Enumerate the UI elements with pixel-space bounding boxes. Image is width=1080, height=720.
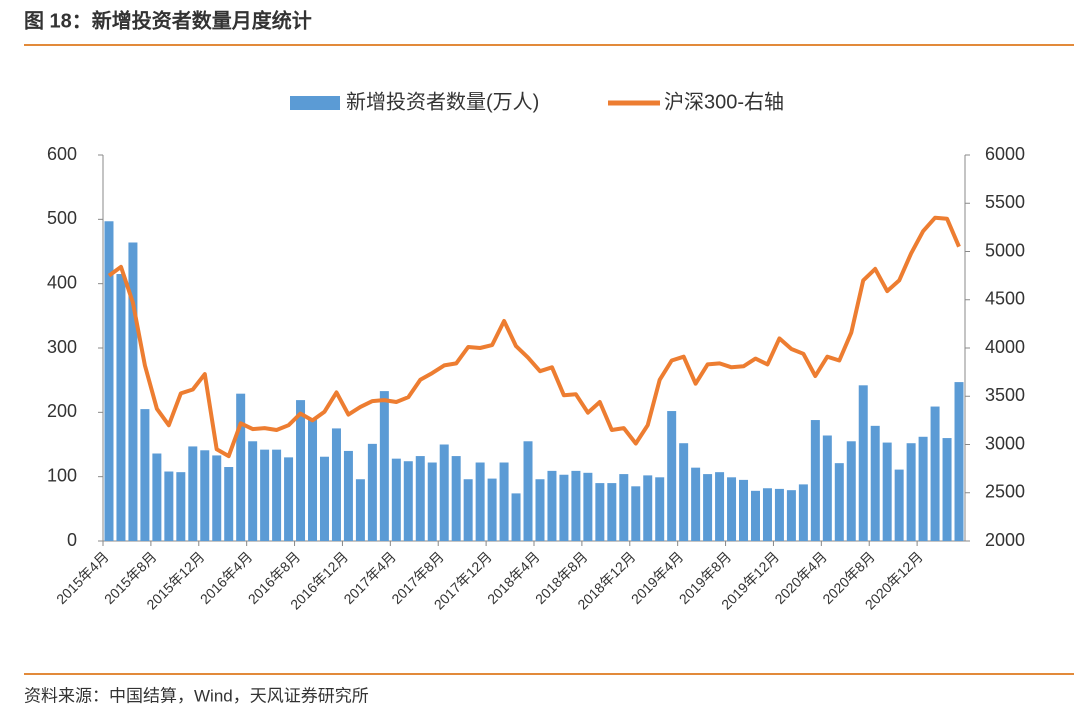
bar — [882, 442, 892, 541]
bar — [212, 455, 222, 541]
bar — [846, 441, 856, 541]
bar — [439, 444, 449, 541]
bar — [248, 441, 258, 541]
y2-tick-label: 2000 — [985, 530, 1025, 550]
bar — [703, 474, 713, 541]
bar — [655, 477, 665, 541]
bar — [894, 469, 904, 541]
bar — [906, 443, 916, 541]
bar — [667, 411, 677, 541]
bar — [260, 449, 270, 541]
bar — [176, 472, 186, 541]
bar — [930, 406, 940, 541]
bar — [822, 435, 832, 541]
bar — [188, 446, 198, 541]
bar — [727, 477, 737, 541]
y2-tick-label: 3000 — [985, 433, 1025, 453]
bar — [331, 428, 341, 541]
bar — [463, 479, 473, 541]
footer-source: 资料来源：中国结算，Wind，天风证券研究所 — [24, 686, 369, 705]
bar — [942, 438, 952, 541]
line — [107, 215, 961, 459]
bar — [691, 467, 701, 541]
bar — [810, 420, 820, 541]
y2-tick-label: 3500 — [985, 385, 1025, 405]
bar — [583, 472, 593, 541]
y-tick-label: 300 — [47, 337, 77, 357]
y-tick-label: 500 — [47, 208, 77, 228]
bar — [715, 472, 725, 541]
bar — [152, 453, 162, 541]
bar — [296, 400, 306, 541]
bar — [200, 450, 210, 541]
legend-swatch — [290, 96, 340, 110]
y2-tick-label: 4000 — [985, 337, 1025, 357]
bar — [798, 484, 808, 541]
bar — [140, 409, 150, 541]
bar — [619, 474, 629, 541]
bar — [391, 458, 401, 541]
bar — [272, 449, 282, 541]
bar — [116, 274, 126, 541]
bar — [284, 457, 294, 541]
bar — [308, 418, 318, 541]
y-tick-label: 400 — [47, 272, 77, 292]
bar — [104, 221, 114, 541]
bar — [343, 450, 353, 541]
y-tick-label: 600 — [47, 144, 77, 164]
y-tick-label: 0 — [67, 530, 77, 550]
y2-tick-label: 6000 — [985, 144, 1025, 164]
bar — [224, 467, 234, 541]
bar — [571, 470, 581, 541]
legend-label: 新增投资者数量(万人) — [346, 90, 539, 113]
bar — [631, 486, 641, 541]
y2-tick-label: 4500 — [985, 289, 1025, 309]
bar — [679, 443, 689, 541]
bar — [739, 479, 749, 541]
bar — [774, 488, 784, 541]
bar — [954, 382, 964, 541]
bar — [750, 490, 760, 541]
bar — [164, 471, 174, 541]
bar — [870, 425, 880, 541]
bar — [595, 483, 605, 541]
bar — [487, 478, 497, 541]
bar — [511, 493, 521, 541]
bar — [858, 385, 868, 541]
bar — [403, 461, 413, 541]
bar — [427, 462, 437, 541]
bar — [379, 391, 389, 541]
y-tick-label: 100 — [47, 465, 77, 485]
bar — [355, 479, 365, 541]
bar — [319, 456, 329, 541]
bar — [128, 242, 138, 541]
bar — [236, 393, 246, 541]
bar — [535, 479, 545, 541]
bar — [415, 456, 425, 541]
bar — [523, 441, 533, 541]
bar — [559, 474, 569, 541]
bar — [834, 463, 844, 541]
header-title: 图 18：新增投资者数量月度统计 — [24, 8, 312, 32]
bar — [643, 475, 653, 541]
bar — [451, 456, 461, 541]
y2-tick-label: 5500 — [985, 192, 1025, 212]
y-tick-label: 200 — [47, 401, 77, 421]
bar — [918, 436, 928, 541]
bar — [607, 483, 617, 541]
bar — [475, 462, 485, 541]
y2-tick-label: 5000 — [985, 240, 1025, 260]
bar — [786, 490, 796, 541]
bar — [762, 488, 772, 541]
y2-tick-label: 2500 — [985, 482, 1025, 502]
bar — [367, 443, 377, 541]
legend-label: 沪深300-右轴 — [664, 90, 784, 113]
bar — [499, 462, 509, 541]
bar — [547, 470, 557, 541]
